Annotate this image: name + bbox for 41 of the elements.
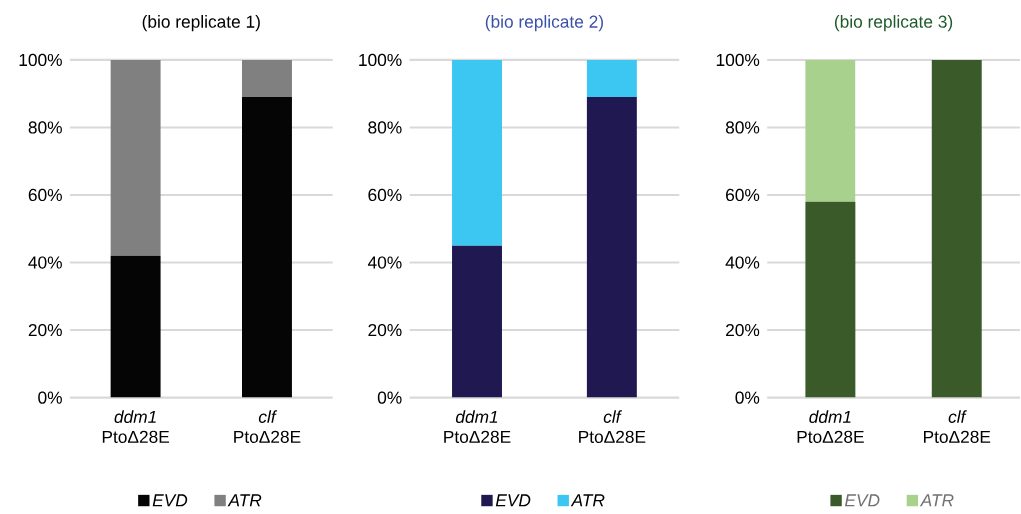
x-tick-label: ddm1 PtoΔ28E	[102, 410, 170, 444]
chart-title: (bio replicate 1)	[142, 15, 260, 32]
bar	[452, 245, 502, 398]
y-tick-label: 60%	[368, 189, 402, 202]
y-tick-label: 0%	[38, 391, 62, 404]
x-tick-label: clf PtoΔ28E	[923, 410, 991, 444]
legend-label: EVD	[844, 494, 880, 507]
x-tick-label: ddm1 PtoΔ28E	[797, 410, 864, 444]
y-tick-label: 60%	[726, 189, 760, 202]
y-tick-label: 80%	[28, 121, 62, 134]
y-tick-label: 0%	[377, 391, 402, 404]
legend-label: ATR	[919, 494, 954, 507]
x-tick-label: ddm1 PtoΔ28E	[444, 410, 511, 444]
chart-title: (bio replicate 3)	[834, 15, 953, 32]
y-tick-label: 0%	[735, 391, 760, 404]
y-tick-label: 20%	[368, 324, 402, 337]
y-tick-label: 20%	[28, 324, 62, 337]
bar	[110, 60, 161, 256]
y-tick-label: 20%	[726, 324, 760, 337]
legend-label: ATR	[227, 494, 262, 507]
y-tick-label: 40%	[367, 256, 402, 269]
chart-title: (bio replicate 2)	[485, 15, 603, 32]
bar	[242, 60, 292, 98]
bar	[452, 60, 502, 246]
y-tick-label: 100%	[19, 54, 62, 67]
y-tick-label: 80%	[368, 121, 402, 134]
y-tick-label: 80%	[725, 121, 760, 134]
legend-label: EVD	[152, 494, 188, 507]
x-tick-label: clf PtoΔ28E	[234, 410, 301, 444]
y-tick-label: 40%	[725, 256, 760, 269]
legend-label: ATR	[570, 494, 605, 507]
bar	[110, 255, 161, 398]
y-tick-label: 100%	[716, 54, 760, 67]
y-tick-label: 40%	[28, 256, 62, 269]
bar	[586, 97, 637, 398]
y-tick-label: 100%	[359, 54, 402, 67]
bar	[242, 97, 292, 398]
y-tick-label: 60%	[28, 189, 62, 202]
bar	[586, 60, 637, 98]
x-tick-label: clf PtoΔ28E	[579, 410, 646, 444]
legend-label: EVD	[495, 494, 531, 507]
